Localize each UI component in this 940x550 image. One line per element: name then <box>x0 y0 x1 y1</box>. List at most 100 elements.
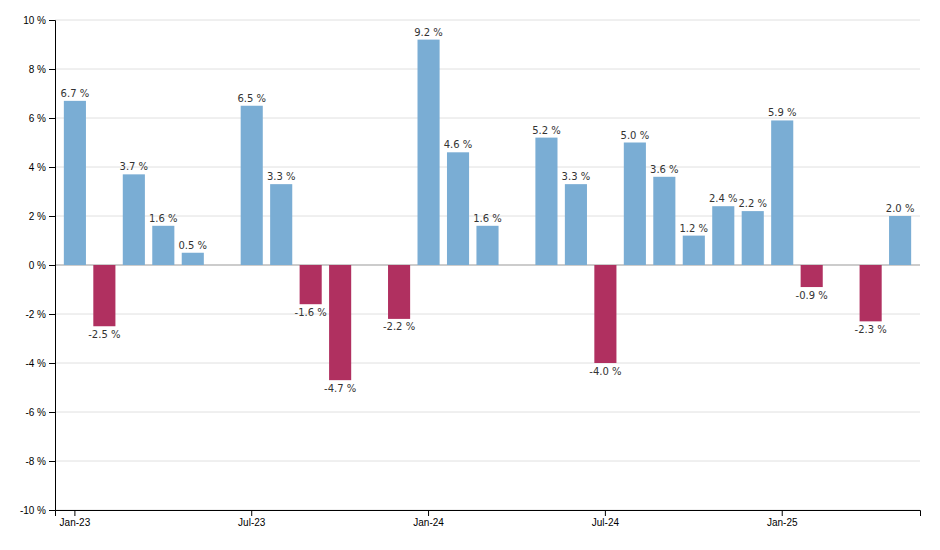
tick-label: -10 % <box>20 505 46 516</box>
data-label: -2.3 % <box>855 324 887 335</box>
tick-label: 8 % <box>29 64 46 75</box>
bar <box>93 265 115 326</box>
data-label: 9.2 % <box>414 27 443 38</box>
tick-mark <box>49 314 55 315</box>
bar <box>418 40 440 265</box>
bar <box>270 184 292 265</box>
chart: 6.7 % -2.5 % 3.7 % 1.6 % 0.5 % 6.5 % 3.3 % -1.6… <box>0 0 940 550</box>
bar <box>860 265 882 321</box>
tick: 6 % <box>29 113 55 124</box>
bar <box>300 265 322 304</box>
data-label: 5.2 % <box>532 125 561 136</box>
tick-mark <box>251 510 252 516</box>
data-label: -4.7 % <box>324 383 356 394</box>
bar <box>447 152 469 265</box>
tick-mark <box>74 510 75 516</box>
data-label: 2.4 % <box>709 193 738 204</box>
data-label: -2.5 % <box>88 329 120 340</box>
tick: -10 % <box>20 505 55 516</box>
tick: 4 % <box>29 162 55 173</box>
axis-line <box>56 511 921 517</box>
tick-mark <box>49 461 55 462</box>
grid-line <box>55 461 920 462</box>
data-label: 5.9 % <box>768 107 797 118</box>
tick: -4 % <box>25 358 55 369</box>
tick: -6 % <box>25 407 55 418</box>
tick-label: Jul-24 <box>592 517 620 528</box>
bar <box>653 177 675 265</box>
tick-mark <box>49 412 55 413</box>
tick-label: 0 % <box>29 260 46 271</box>
tick-mark <box>49 265 55 266</box>
tick-label: -6 % <box>25 407 46 418</box>
y-axis: -10 %-8 %-6 %-4 %-2 %0 %2 %4 %6 %8 %10 % <box>20 15 56 516</box>
data-label: 0.5 % <box>178 240 207 251</box>
data-label: 4.6 % <box>444 139 473 150</box>
tick: Jul-23 <box>238 510 266 528</box>
data-label: -2.2 % <box>383 321 415 332</box>
tick-label: Jul-23 <box>238 517 266 528</box>
data-label: 3.6 % <box>650 164 679 175</box>
data-label: 3.7 % <box>120 161 149 172</box>
tick-label: 6 % <box>29 113 46 124</box>
tick-label: 4 % <box>29 162 46 173</box>
tick-label: Jan-23 <box>60 517 91 528</box>
bar <box>182 253 204 265</box>
data-labels: 6.7 % -2.5 % 3.7 % 1.6 % 0.5 % 6.5 % 3.3 % -1.6… <box>61 27 915 394</box>
data-label: 6.7 % <box>61 88 90 99</box>
tick-label: -4 % <box>25 358 46 369</box>
tick-label: 2 % <box>29 211 46 222</box>
tick-mark <box>49 216 55 217</box>
tick-mark <box>49 510 55 511</box>
tick: Jul-24 <box>592 510 620 528</box>
bar <box>565 184 587 265</box>
bar <box>712 206 734 265</box>
tick-mark <box>49 118 55 119</box>
bar <box>801 265 823 287</box>
tick-label: Jan-25 <box>767 517 798 528</box>
grid-line <box>55 363 920 364</box>
tick-mark <box>49 69 55 70</box>
bar <box>535 138 557 265</box>
x-axis: Jan-23 Jul-23 Jan-24 Jul-24 Jan-25 <box>56 510 921 528</box>
data-label: 2.0 % <box>886 203 915 214</box>
data-label: -0.9 % <box>796 290 828 301</box>
tick-label: Jan-24 <box>413 517 444 528</box>
tick: 0 % <box>29 260 55 271</box>
bar <box>476 226 498 265</box>
bar <box>329 265 351 380</box>
bar <box>64 101 86 265</box>
bar <box>742 211 764 265</box>
tick: Jan-23 <box>60 510 91 528</box>
data-label: 1.2 % <box>680 223 709 234</box>
tick: Jan-24 <box>413 510 444 528</box>
bar <box>683 236 705 265</box>
bar <box>123 174 145 265</box>
tick-mark <box>428 510 429 516</box>
tick: 8 % <box>29 64 55 75</box>
data-label: 5.0 % <box>621 130 650 141</box>
bar <box>624 143 646 266</box>
tick: 10 % <box>23 15 55 26</box>
bars <box>64 40 911 381</box>
axis-line <box>49 21 56 511</box>
bar <box>388 265 410 319</box>
data-label: 6.5 % <box>237 93 266 104</box>
grid-line <box>55 412 920 413</box>
tick-mark <box>605 510 606 516</box>
grid-line <box>55 20 920 21</box>
tick-mark <box>49 363 55 364</box>
data-label: 2.2 % <box>738 198 767 209</box>
tick-mark <box>49 167 55 168</box>
tick-label: -8 % <box>25 456 46 467</box>
bar <box>594 265 616 363</box>
tick-mark <box>49 20 55 21</box>
tick: Jan-25 <box>767 510 798 528</box>
grid-line <box>55 314 920 315</box>
data-label: 1.6 % <box>149 213 178 224</box>
data-label: -1.6 % <box>295 307 327 318</box>
bar <box>241 106 263 265</box>
plot: 6.7 % -2.5 % 3.7 % 1.6 % 0.5 % 6.5 % 3.3 % -1.6… <box>20 15 921 528</box>
data-label: 3.3 % <box>267 171 296 182</box>
data-label: -4.0 % <box>589 366 621 377</box>
